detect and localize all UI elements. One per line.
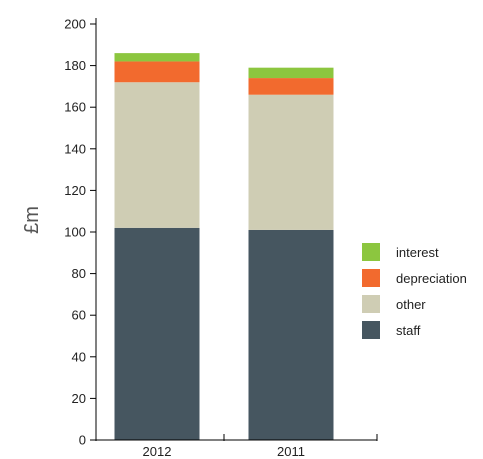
y-tick-label-40: 40 bbox=[72, 349, 86, 364]
y-tick-label-120: 120 bbox=[64, 183, 86, 198]
y-tick-label-80: 80 bbox=[72, 266, 86, 281]
bar-2012-interest bbox=[114, 53, 200, 62]
y-tick-label-20: 20 bbox=[72, 391, 86, 406]
y-tick-label-180: 180 bbox=[64, 58, 86, 73]
y-tick-label-160: 160 bbox=[64, 100, 86, 115]
legend-label-staff: staff bbox=[396, 323, 421, 338]
x-tick-label-2012: 2012 bbox=[143, 444, 172, 459]
legend-swatch-staff bbox=[362, 321, 380, 339]
y-tick-label-200: 200 bbox=[64, 17, 86, 32]
y-tick-label-140: 140 bbox=[64, 141, 86, 156]
x-tick-label-2011: 2011 bbox=[277, 444, 305, 459]
axes-group bbox=[95, 18, 377, 441]
legend-label-interest: interest bbox=[396, 245, 439, 260]
bars-group bbox=[114, 53, 334, 440]
bar-2011-depreciation bbox=[248, 78, 334, 95]
y-tick-label-100: 100 bbox=[64, 225, 86, 240]
bar-2012-staff bbox=[114, 227, 200, 440]
legend-swatch-other bbox=[362, 295, 380, 313]
legend: interest depreciation other staff bbox=[362, 243, 467, 339]
y-tick-label-60: 60 bbox=[72, 308, 86, 323]
legend-swatch-depreciation bbox=[362, 269, 380, 287]
legend-label-other: other bbox=[396, 297, 426, 312]
bar-2012-other bbox=[114, 82, 200, 228]
legend-label-depreciation: depreciation bbox=[396, 271, 467, 286]
y-axis-title: £m bbox=[21, 206, 43, 234]
bar-2012-depreciation bbox=[114, 61, 200, 83]
bar-2011-other bbox=[248, 94, 334, 230]
bar-2011-staff bbox=[248, 229, 334, 440]
x-ticks-group: 2012 2011 bbox=[95, 434, 378, 459]
legend-swatch-interest bbox=[362, 243, 380, 261]
y-tick-label-0: 0 bbox=[79, 433, 86, 448]
bar-2011-interest bbox=[248, 67, 334, 79]
y-ticks-group: 0 20 40 60 80 100 120 140 160 180 200 bbox=[64, 17, 96, 448]
